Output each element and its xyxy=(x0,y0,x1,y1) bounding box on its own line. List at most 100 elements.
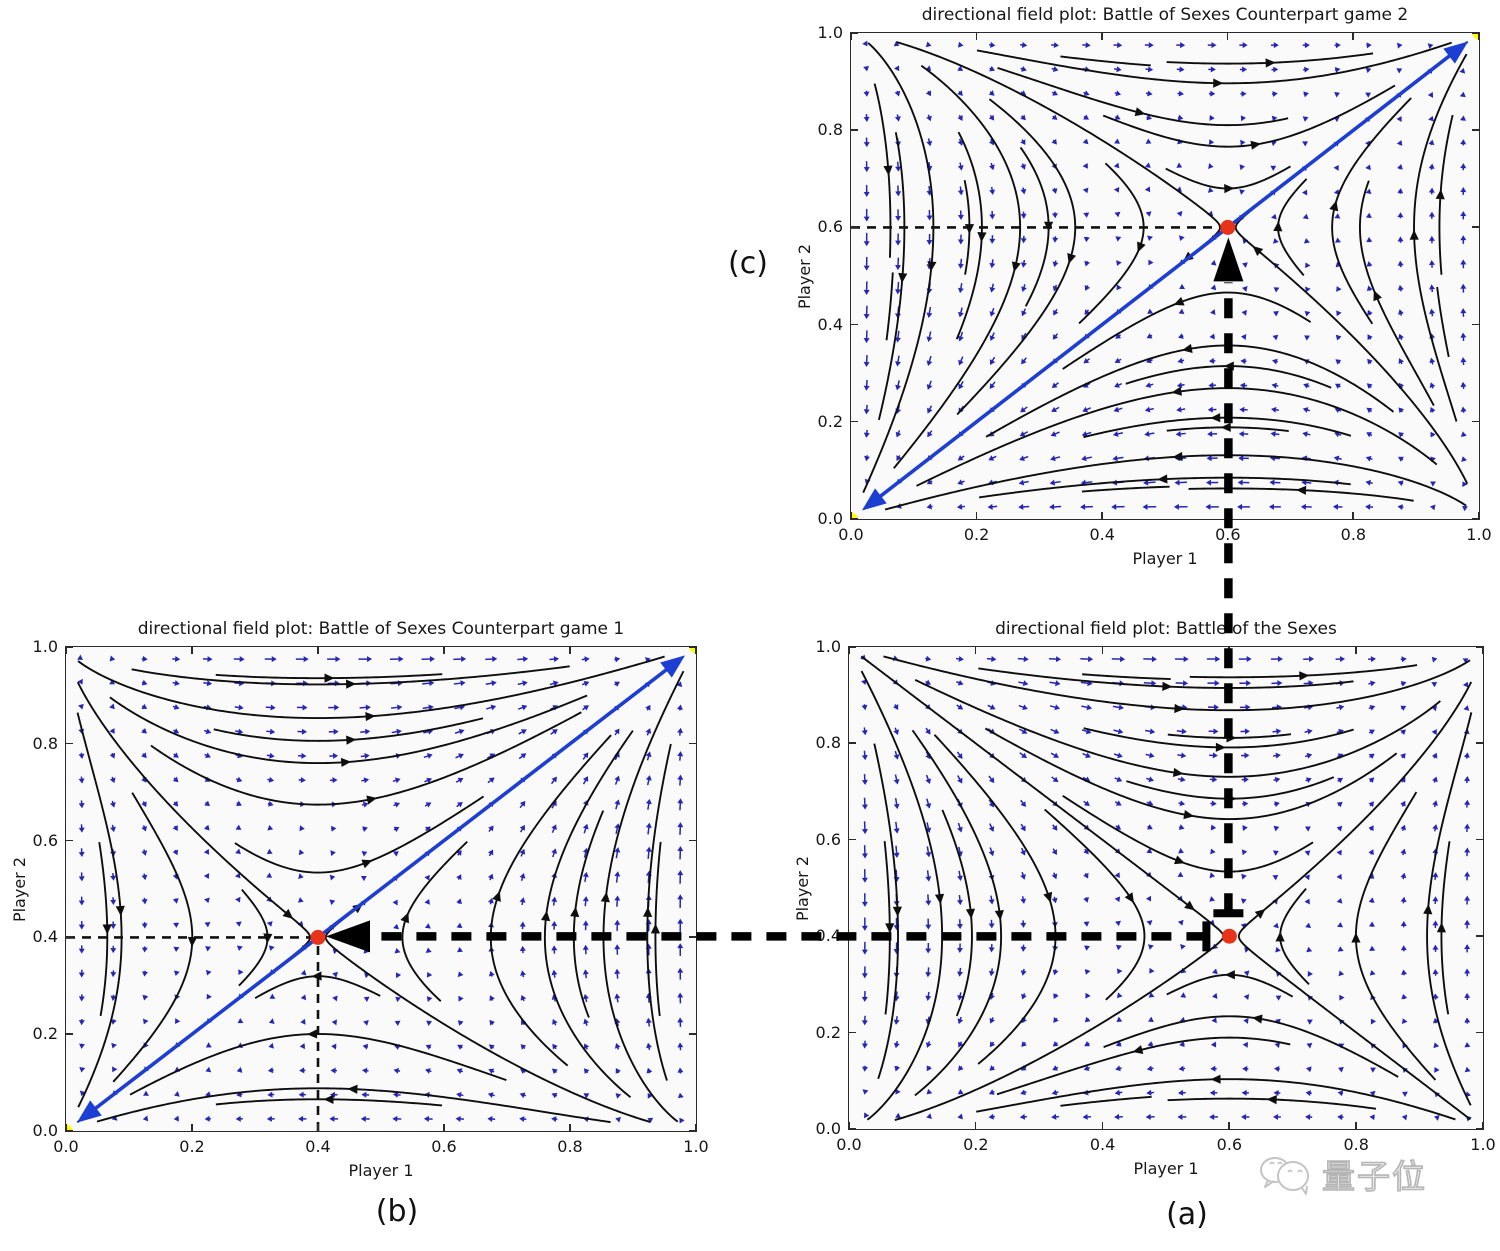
tick-mark xyxy=(191,1124,193,1131)
tick-mark xyxy=(851,129,858,131)
watermark: 量子位 xyxy=(1258,1150,1427,1198)
tick-mark xyxy=(974,1122,977,1129)
y-tick-label: 1.0 xyxy=(32,637,58,656)
tick-mark xyxy=(695,647,697,654)
x-tick-label: 0.0 xyxy=(838,525,864,544)
x-tick-label: 0.8 xyxy=(1343,1135,1369,1154)
tick-mark xyxy=(849,838,856,841)
x-tick-label: 1.0 xyxy=(1466,525,1492,544)
y-tick-label: 1.0 xyxy=(817,23,843,42)
tick-mark xyxy=(1355,647,1357,654)
tick-mark xyxy=(317,647,319,654)
tick-mark xyxy=(1352,33,1354,40)
tick-mark xyxy=(1476,1128,1483,1130)
tick-mark xyxy=(689,742,696,745)
tick-mark xyxy=(1101,647,1104,654)
tick-mark xyxy=(1226,33,1229,40)
tick-mark xyxy=(689,1130,696,1132)
y-tick-label: 0.0 xyxy=(815,1119,841,1138)
y-tick-label: 0.2 xyxy=(32,1024,58,1044)
tick-mark xyxy=(66,936,73,938)
tick-mark xyxy=(66,646,73,648)
panel-c-ylabel: Player 2 xyxy=(795,243,815,309)
tick-mark xyxy=(974,647,977,654)
tick-mark xyxy=(66,742,73,745)
tick-mark xyxy=(1478,512,1480,519)
y-tick-label: 0.8 xyxy=(815,733,841,753)
y-tick-label: 0.2 xyxy=(815,1022,841,1042)
qbitai-logo-icon xyxy=(1260,1157,1309,1195)
tick-mark xyxy=(848,647,850,654)
tick-mark xyxy=(1472,323,1479,326)
tick-mark xyxy=(191,647,193,654)
tick-mark xyxy=(1472,129,1479,131)
y-tick-label: 0.4 xyxy=(32,927,58,947)
tick-mark xyxy=(1476,1031,1483,1034)
x-tick-label: 1.0 xyxy=(683,1137,709,1156)
tick-mark xyxy=(689,646,696,648)
tick-mark xyxy=(1101,1122,1104,1129)
tick-mark xyxy=(849,742,856,744)
y-tick-label: 1.0 xyxy=(815,637,841,656)
panel-b-title: directional field plot: Battle of Sexes … xyxy=(137,619,625,639)
tick-mark xyxy=(689,936,696,938)
tick-mark xyxy=(851,226,858,228)
tick-mark xyxy=(851,323,858,326)
tick-mark xyxy=(850,33,852,40)
tick-mark xyxy=(849,646,856,648)
tick-mark xyxy=(65,1124,67,1131)
panel-b-ylabel: Player 2 xyxy=(10,856,30,922)
tick-mark xyxy=(443,1124,445,1131)
tick-mark xyxy=(569,1124,571,1131)
x-tick-label: 0.8 xyxy=(1340,525,1367,544)
tick-mark xyxy=(1228,647,1230,654)
x-tick-label: 0.4 xyxy=(1089,525,1115,544)
y-tick-label: 0.6 xyxy=(817,217,843,237)
x-tick-label: 0.0 xyxy=(836,1135,862,1154)
panel-c-field-canvas xyxy=(851,33,1479,519)
watermark-text: 量子位 xyxy=(1321,1156,1427,1197)
panel-a-field-canvas xyxy=(849,647,1483,1129)
x-tick-label: 0.8 xyxy=(557,1137,583,1156)
x-tick-label: 0.6 xyxy=(431,1137,457,1156)
tick-mark xyxy=(1472,226,1479,228)
x-tick-label: 0.2 xyxy=(963,1135,989,1154)
x-tick-label: 0.4 xyxy=(305,1137,331,1156)
y-tick-label: 0.4 xyxy=(817,314,843,334)
y-tick-label: 0.0 xyxy=(32,1121,58,1140)
y-tick-label: 0.6 xyxy=(815,829,841,849)
tick-mark xyxy=(849,935,856,937)
x-tick-label: 0.6 xyxy=(1216,1135,1243,1154)
tick-mark xyxy=(1355,1122,1357,1129)
tick-mark xyxy=(851,518,858,520)
x-tick-label: 0.0 xyxy=(53,1137,79,1156)
tick-mark xyxy=(1226,512,1229,519)
tick-mark xyxy=(66,839,73,842)
tick-mark xyxy=(849,1128,856,1130)
tick-mark xyxy=(1478,33,1480,40)
tick-mark xyxy=(1476,742,1483,744)
tick-mark xyxy=(689,1033,696,1035)
x-tick-label: 0.2 xyxy=(963,525,990,544)
panel-counterpart-game-1: directional field plot: Battle of Sexes … xyxy=(11,619,709,1180)
tick-mark xyxy=(1482,647,1484,654)
tick-mark xyxy=(975,33,978,40)
y-tick-label: 0.2 xyxy=(817,411,843,431)
x-tick-label: 1.0 xyxy=(1470,1135,1496,1154)
y-tick-label: 0.4 xyxy=(815,926,841,946)
x-tick-label: 0.4 xyxy=(1089,1135,1116,1154)
panel-b-field-canvas xyxy=(66,647,696,1131)
tick-mark xyxy=(1101,512,1103,519)
panel-a-title: directional field plot: Battle of the Se… xyxy=(995,619,1337,639)
y-tick-label: 0.8 xyxy=(817,120,843,140)
tick-mark xyxy=(66,1033,73,1035)
tick-mark xyxy=(1228,1122,1230,1129)
y-tick-label: 0.6 xyxy=(32,830,58,850)
tick-mark xyxy=(66,1130,73,1132)
panel-b-xlabel: Player 1 xyxy=(348,1161,414,1180)
x-tick-label: 0.2 xyxy=(179,1137,205,1156)
tick-mark xyxy=(1472,32,1479,34)
tick-mark xyxy=(695,1124,697,1131)
tick-mark xyxy=(1101,33,1103,40)
